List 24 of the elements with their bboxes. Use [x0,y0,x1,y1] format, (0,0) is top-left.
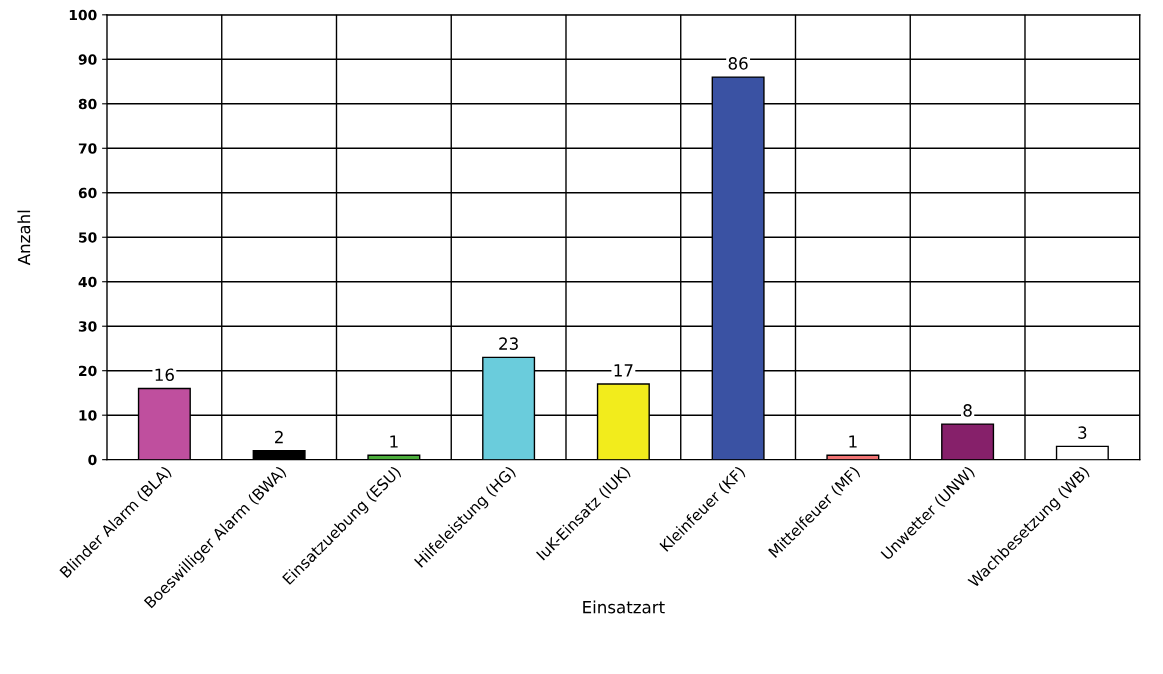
data-label: 17 [614,364,633,377]
y-tick-label: 90 [78,54,97,65]
y-tick-label: 10 [79,410,97,421]
data-label: 3 [1078,426,1087,439]
x-axis-title: Einsatzart [583,600,665,614]
y-tick-label: 40 [78,276,97,288]
data-label: 16 [155,368,174,382]
y-tick-label: 0 [88,454,97,466]
data-label: 86 [728,57,748,70]
bar [252,450,306,460]
data-label: 2 [275,430,283,444]
y-tick-label: 50 [79,232,97,243]
y-tick-label: 20 [79,365,97,377]
y-axis-title: Anzahl [17,210,31,266]
data-label: 23 [499,337,518,350]
y-tick-label: 30 [78,321,97,332]
data-label: 8 [963,404,972,417]
y-tick-label: 80 [78,98,97,110]
y-tick-label: 60 [78,187,97,199]
data-label: 1 [849,435,857,448]
data-label: 1 [390,435,398,448]
bar [941,423,995,460]
y-tick-label: 100 [69,9,97,21]
y-tick-label: 70 [78,143,97,154]
